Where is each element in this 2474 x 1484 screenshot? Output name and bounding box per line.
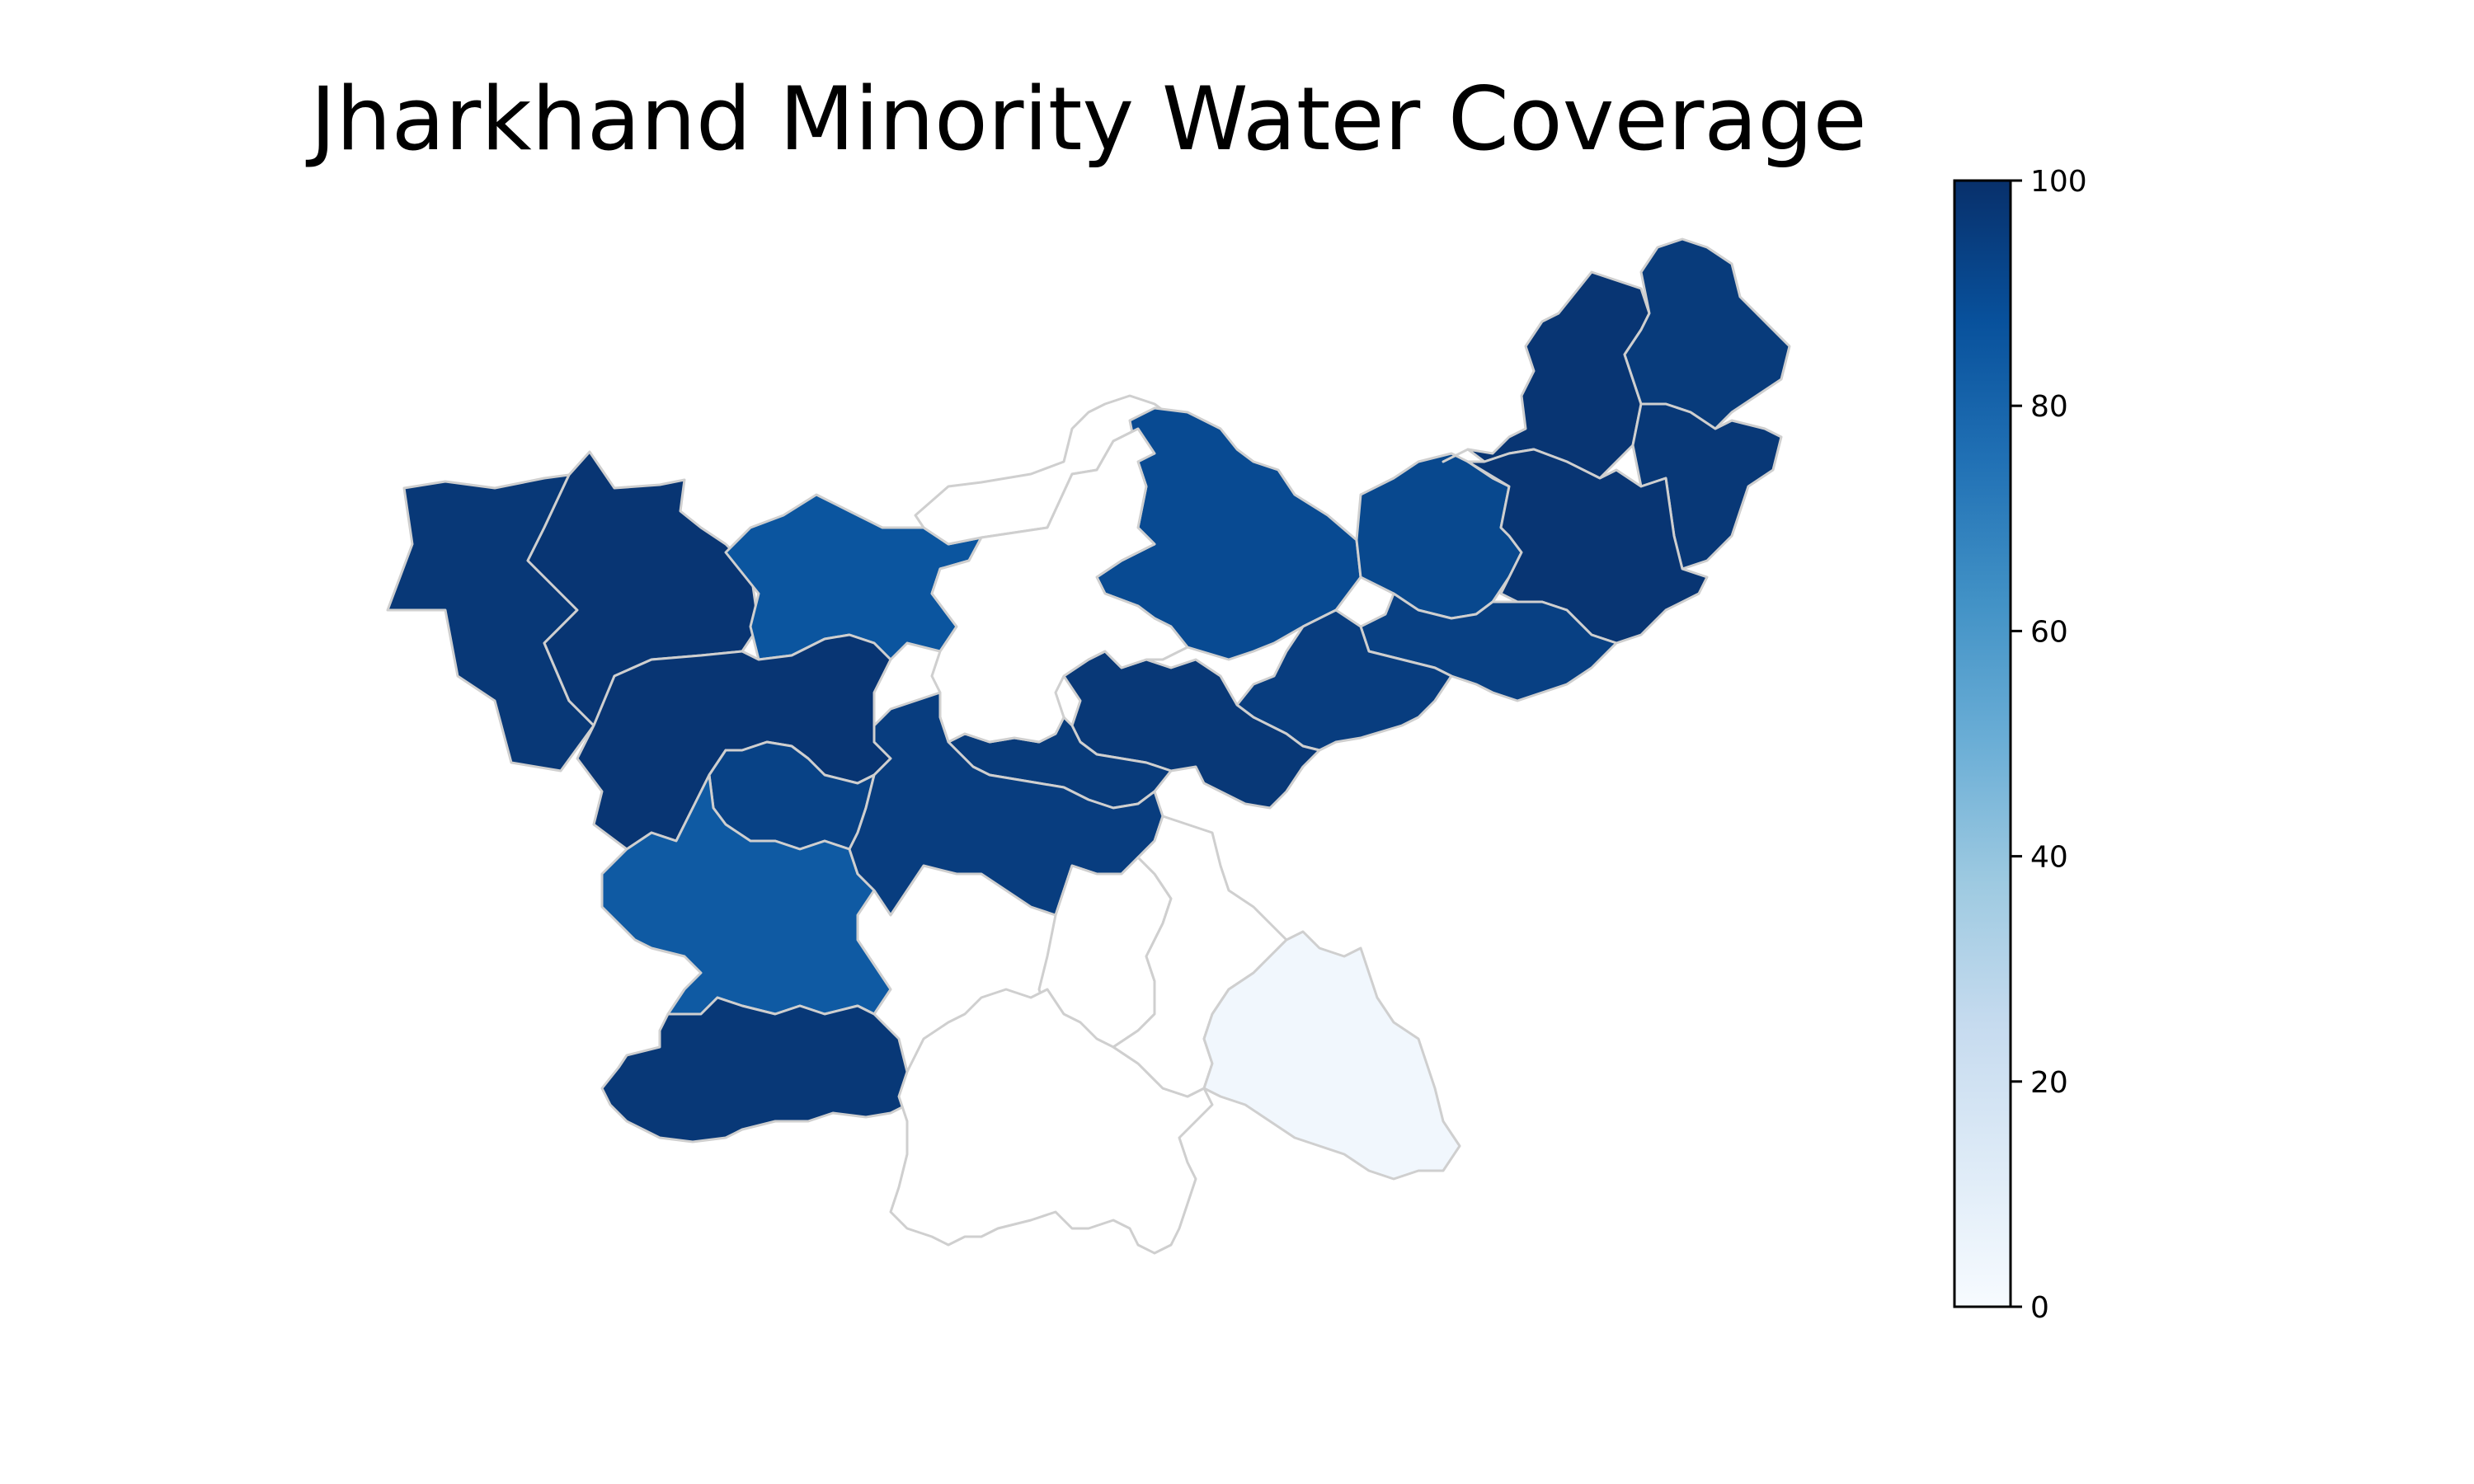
colorbar-tick-label: 60 <box>2030 615 2068 649</box>
district-godda[interactable] <box>1442 270 1651 480</box>
colorbar-tick-label: 80 <box>2030 390 2068 424</box>
colorbar-tick-label: 0 <box>2030 1291 2049 1325</box>
colorbar-gradient <box>1953 179 2012 1308</box>
district-east-singhbhum[interactable] <box>1202 930 1461 1181</box>
colorbar: 0 20 40 60 80 100 <box>1953 165 2087 1325</box>
colorbar-tick-label: 40 <box>2030 841 2068 875</box>
district-dhanbad[interactable] <box>1235 608 1453 752</box>
map-title: Jharkhand Minority Water Coverage <box>310 68 1867 170</box>
colorbar-tick-label: 100 <box>2030 165 2087 199</box>
district-hazaribagh[interactable] <box>930 427 1189 744</box>
district-sahibganj[interactable] <box>1623 237 1791 430</box>
district-west-singhbhum[interactable] <box>889 988 1214 1255</box>
colorbar-ticks: 0 20 40 60 80 100 <box>2011 165 2087 1325</box>
colorbar-tick-label: 20 <box>2030 1066 2068 1100</box>
district-dumka[interactable] <box>1466 448 1709 645</box>
district-simdega[interactable] <box>600 996 909 1144</box>
district-gumla[interactable] <box>600 773 892 1016</box>
district-map <box>386 237 1791 1255</box>
